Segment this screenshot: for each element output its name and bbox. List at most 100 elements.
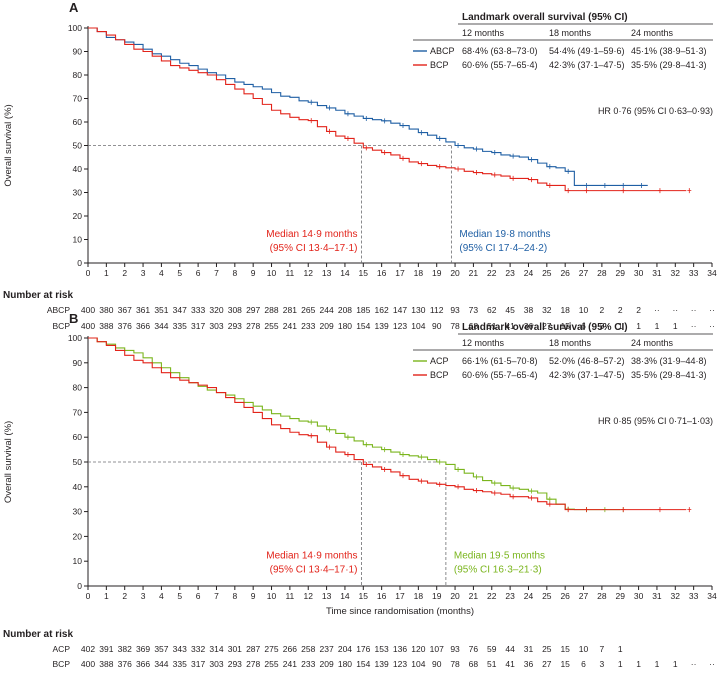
legend-label: BCP: [430, 370, 449, 380]
hazard-ratio-text: HR 0·76 (95% CI 0·63–0·93): [598, 106, 713, 116]
median-left-label: Median 14·9 months: [266, 551, 357, 562]
x-tick-label: 6: [196, 591, 201, 601]
censor-mark: [492, 480, 497, 486]
at-risk-value: 361: [136, 305, 150, 315]
censor-mark: [474, 488, 479, 494]
at-risk-value: 275: [264, 644, 278, 654]
median-right-ci: (95% CI 16·3–21·3): [454, 565, 542, 576]
censor-mark: [492, 150, 497, 156]
median-right-label: Median 19·8 months: [459, 229, 550, 240]
x-tick-label: 14: [340, 591, 350, 601]
median-left-label: Median 14·9 months: [266, 229, 357, 240]
at-risk-value: 41: [505, 659, 515, 669]
at-risk-value: 15: [560, 321, 570, 331]
y-tick-label: 40: [73, 164, 83, 174]
x-tick-label: 33: [689, 268, 699, 278]
y-tick-label: 30: [73, 188, 83, 198]
at-risk-value: 2: [618, 305, 623, 315]
y-tick-label: 10: [73, 235, 83, 245]
at-risk-value: 287: [246, 644, 260, 654]
series-line-abcp: [88, 27, 648, 186]
at-risk-value: 51: [487, 659, 497, 669]
at-risk-value: 335: [173, 321, 187, 331]
at-risk-value: 36: [524, 659, 534, 669]
at-risk-value: 400: [81, 659, 95, 669]
x-tick-label: 5: [177, 591, 182, 601]
at-risk-value: 344: [154, 659, 168, 669]
at-risk-value: 1: [673, 659, 678, 669]
x-tick-label: 0: [86, 591, 91, 601]
table-cell-24m: 38·3% (31·9–44·8): [631, 356, 707, 366]
censor-mark: [621, 507, 626, 513]
censor-mark: [584, 182, 589, 188]
at-risk-value: 278: [246, 321, 260, 331]
censor-mark: [621, 182, 626, 188]
x-tick-label: 32: [671, 268, 681, 278]
y-tick-label: 100: [68, 333, 82, 343]
hazard-ratio-text: HR 0·85 (95% CI 0·71–1·03): [598, 416, 713, 426]
at-risk-value: 376: [118, 321, 132, 331]
x-tick-label: 13: [322, 591, 332, 601]
table-cell-12m: 66·1% (61·5–70·8): [462, 356, 538, 366]
x-tick-label: 15: [359, 591, 369, 601]
table-cell-24m: 45·1% (38·9–51·3): [631, 46, 707, 56]
y-tick-label: 90: [73, 358, 83, 368]
at-risk-value: 367: [118, 305, 132, 315]
at-risk-value: 32: [542, 305, 552, 315]
x-tick-label: 10: [267, 591, 277, 601]
censor-mark: [345, 111, 350, 117]
at-risk-value: 18: [560, 305, 570, 315]
at-risk-value: 1: [636, 659, 641, 669]
at-risk-value: 366: [136, 321, 150, 331]
x-tick-label: 4: [159, 268, 164, 278]
at-risk-value: 2: [636, 305, 641, 315]
at-risk-row-label: BCP: [53, 659, 71, 669]
at-risk-value: 68: [469, 659, 479, 669]
at-risk-value: 233: [301, 321, 315, 331]
at-risk-value: 308: [228, 305, 242, 315]
at-risk-value: 139: [375, 659, 389, 669]
censor-mark: [547, 182, 552, 188]
censor-mark: [547, 164, 552, 170]
censor-mark: [602, 182, 607, 188]
censor-mark: [382, 150, 387, 156]
at-risk-value: 176: [356, 644, 370, 654]
x-tick-label: 12: [304, 591, 314, 601]
at-risk-row-label: ABCP: [47, 305, 70, 315]
at-risk-title: Number at risk: [3, 290, 73, 301]
censor-mark: [529, 495, 534, 501]
censor-mark: [327, 427, 332, 433]
series-line-bcp: [88, 337, 687, 511]
censor-mark: [345, 135, 350, 141]
censor-mark: [511, 153, 516, 159]
x-tick-label: 11: [285, 268, 294, 278]
x-tick-label: 32: [671, 591, 681, 601]
at-risk-value: 303: [209, 321, 223, 331]
censor-mark: [456, 166, 461, 172]
x-tick-label: 18: [414, 591, 424, 601]
x-tick-label: 23: [505, 591, 515, 601]
at-risk-value: 317: [191, 659, 205, 669]
at-risk-value: 123: [393, 659, 407, 669]
x-tick-label: 5: [177, 268, 182, 278]
x-tick-label: 25: [542, 268, 552, 278]
at-risk-value: 6: [581, 659, 586, 669]
at-risk-value: 44: [505, 644, 515, 654]
x-tick-label: 0: [86, 268, 91, 278]
y-tick-label: 20: [73, 211, 83, 221]
censor-mark: [474, 170, 479, 176]
censor-mark: [345, 434, 350, 440]
x-tick-label: 30: [634, 591, 644, 601]
x-tick-label: 13: [322, 268, 332, 278]
at-risk-row-label: ACP: [53, 644, 71, 654]
at-risk-value: 233: [301, 659, 315, 669]
x-tick-label: 1: [104, 591, 109, 601]
censor-mark: [529, 488, 534, 494]
censor-mark: [566, 507, 571, 513]
at-risk-value: 293: [228, 321, 242, 331]
x-tick-label: 25: [542, 591, 552, 601]
x-tick-label: 11: [285, 591, 294, 601]
x-tick-label: 31: [652, 268, 662, 278]
at-risk-title: Number at risk: [3, 629, 73, 640]
x-tick-label: 6: [196, 268, 201, 278]
